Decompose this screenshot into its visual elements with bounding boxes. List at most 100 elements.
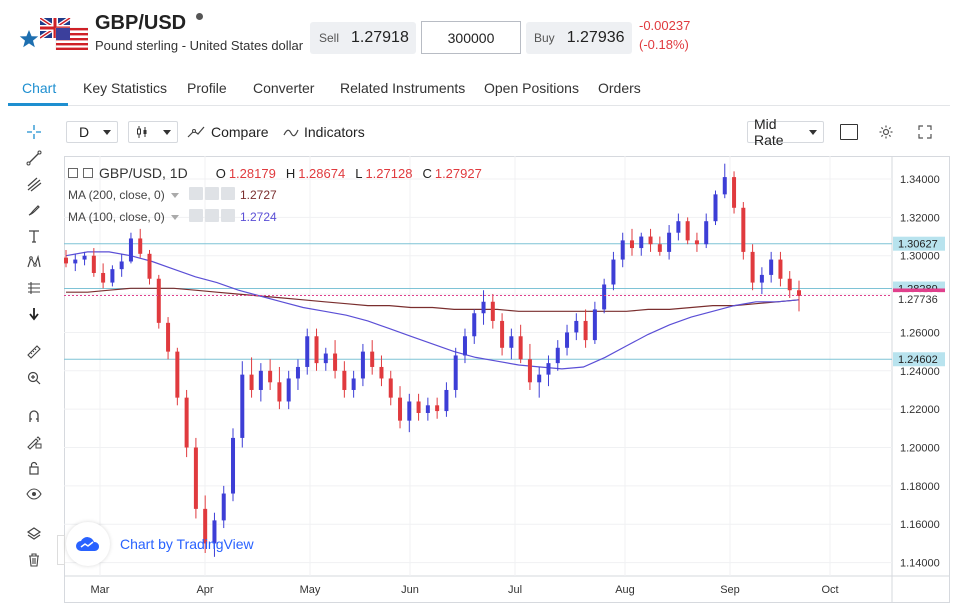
tab-open-positions[interactable]: Open Positions (484, 80, 579, 96)
expand-button[interactable] (918, 121, 932, 143)
candle-body (147, 253, 152, 279)
chart-type-select[interactable] (128, 121, 178, 143)
trend-line-icon[interactable] (24, 148, 44, 168)
pitchfork-icon[interactable] (24, 174, 44, 194)
close-icon[interactable] (220, 209, 235, 222)
symbol-subtitle: Pound sterling - United States dollar (95, 38, 304, 53)
tab-related-instruments[interactable]: Related Instruments (340, 80, 466, 96)
candlestick-icon (137, 126, 147, 138)
candle-body (82, 255, 87, 260)
fullscreen-toggle[interactable] (840, 121, 860, 143)
symbol-title: GBP/USD (95, 12, 187, 34)
minimize-icon[interactable] (83, 168, 93, 178)
candle-body (453, 355, 458, 390)
star-icon[interactable] (19, 29, 39, 49)
x-tick-label: Sep (720, 584, 740, 596)
ma100-controls[interactable] (187, 209, 235, 225)
y-tick-label: 1.32000 (900, 212, 940, 224)
ma200-legend[interactable]: MA (200, close, 0) 1.2727 (68, 187, 368, 203)
chevron-down-icon (103, 129, 111, 135)
tab-chart[interactable]: Chart (22, 80, 57, 96)
price-change: -0.00237 (639, 18, 691, 33)
settings-button[interactable] (878, 121, 894, 143)
quantity-input[interactable]: 300000 (421, 21, 521, 54)
layers-icon[interactable] (24, 524, 44, 544)
candle-body (277, 382, 282, 402)
y-tick-label: 1.26000 (900, 327, 940, 339)
brush-icon[interactable] (24, 200, 44, 220)
tab-bar: Chart Key Statistics Profile Converter R… (8, 70, 950, 106)
candle-body (268, 370, 273, 383)
chevron-down-icon (170, 214, 179, 220)
eye-icon[interactable] (188, 209, 203, 222)
text-icon[interactable] (24, 226, 44, 246)
crosshair-icon[interactable] (24, 122, 44, 142)
eye-icon[interactable] (24, 484, 44, 504)
open-label: O (215, 165, 226, 181)
zoom-in-icon[interactable] (24, 368, 44, 388)
tab-key-statistics[interactable]: Key Statistics (83, 80, 168, 96)
trash-icon[interactable] (24, 550, 44, 570)
tradingview-text: Chart by TradingView (120, 536, 254, 552)
price-mode-select[interactable]: Mid Rate (747, 116, 824, 148)
candle-body (490, 301, 495, 321)
gear-icon[interactable] (204, 187, 219, 200)
price-chart[interactable]: 1.340001.320001.300001.280001.260001.240… (64, 156, 950, 603)
y-tick-label: 1.18000 (900, 481, 940, 493)
arrow-down-icon[interactable] (24, 304, 44, 324)
price-change-percent: (-0.18%) (639, 37, 689, 52)
candle-body (64, 257, 68, 264)
sell-price: 1.27918 (351, 29, 409, 46)
candle-body (518, 336, 523, 360)
sell-button[interactable]: Sell 1.27918 (310, 22, 416, 54)
ma200-line (66, 287, 800, 312)
candle-body (221, 493, 226, 521)
close-value: 1.27927 (434, 165, 482, 181)
tradingview-logo[interactable]: Chart by TradingView (66, 522, 254, 566)
tab-converter[interactable]: Converter (253, 80, 315, 96)
candle-body (398, 397, 403, 421)
collapse-icon[interactable] (68, 168, 78, 178)
lock-drawing-icon[interactable] (24, 432, 44, 452)
candle-body (166, 322, 171, 352)
eye-icon[interactable] (188, 187, 203, 200)
candle-body (101, 272, 106, 283)
candle-body (657, 244, 662, 252)
legend-title: GBP/USD, 1D (99, 165, 188, 181)
compare-button[interactable]: Compare (187, 121, 269, 143)
gear-icon[interactable] (204, 209, 219, 222)
prediction-icon[interactable] (24, 278, 44, 298)
level-price-tag (893, 352, 945, 367)
candle-body (231, 437, 236, 494)
magnet-icon[interactable] (24, 406, 44, 426)
close-icon[interactable] (220, 187, 235, 200)
y-tick-label: 1.34000 (900, 174, 940, 186)
tab-profile[interactable]: Profile (187, 80, 227, 96)
candle-body (639, 236, 644, 249)
close-label: C (422, 165, 432, 181)
candle-body (574, 320, 579, 333)
x-tick-label: Jul (508, 584, 522, 596)
interval-select[interactable]: D (66, 121, 118, 143)
indicators-button[interactable]: Indicators (283, 121, 365, 143)
chevron-down-icon (163, 129, 171, 135)
candle-body (778, 259, 783, 279)
lock-icon[interactable] (24, 458, 44, 478)
candle-body (360, 351, 365, 379)
y-tick-label: 1.16000 (900, 519, 940, 531)
ma200-controls[interactable] (187, 187, 235, 203)
candle-body (175, 351, 180, 398)
ma100-legend[interactable]: MA (100, close, 0) 1.2724 (68, 209, 368, 225)
candle-body (797, 290, 801, 296)
collapse-sidebar-handle[interactable] (57, 535, 65, 565)
candle-body (388, 378, 393, 398)
ruler-icon[interactable] (24, 342, 44, 362)
indicators-icon (283, 129, 299, 137)
pattern-icon[interactable] (24, 252, 44, 272)
buy-button[interactable]: Buy 1.27936 (526, 22, 632, 54)
tab-orders[interactable]: Orders (598, 80, 641, 96)
ma200-value: 1.2727 (240, 188, 277, 202)
candle-body (472, 313, 477, 337)
candle-body (435, 405, 440, 412)
compare-label: Compare (211, 124, 269, 140)
